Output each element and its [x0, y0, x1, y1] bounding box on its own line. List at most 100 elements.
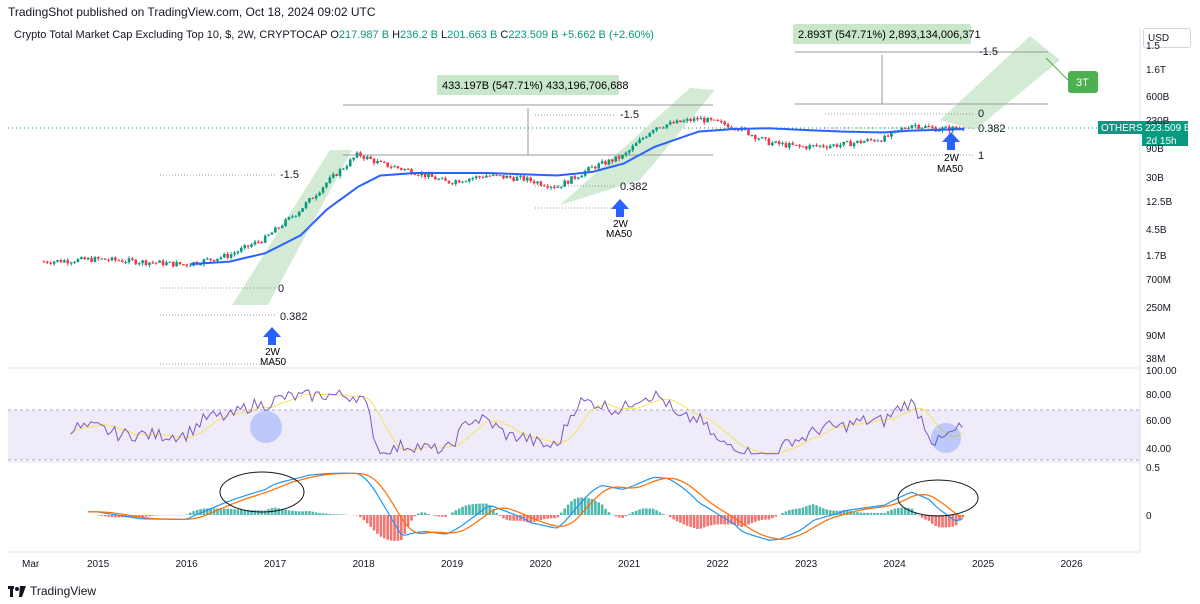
candle-body [580, 175, 584, 178]
macd-histogram-bar [757, 515, 761, 521]
macd-histogram-bar [740, 515, 743, 528]
time-tick-label: 2021 [618, 559, 641, 570]
macd-highlight-1 [219, 471, 305, 513]
macd-histogram-bar [873, 512, 876, 515]
signal-line [88, 472, 964, 540]
macd-tick-label: 0 [1146, 511, 1152, 522]
macd-histogram-bar [624, 515, 628, 517]
candle-body [236, 251, 240, 253]
candle-body [185, 264, 189, 266]
candle-body [314, 195, 318, 199]
candle-body [900, 128, 903, 131]
candle-body [876, 140, 880, 142]
macd-histogram-bar [386, 515, 389, 540]
candle-body [505, 175, 509, 179]
macd-histogram-bar [474, 503, 478, 515]
candle-body [634, 143, 638, 146]
macd-histogram-bar [229, 508, 233, 515]
measure-tool[interactable] [343, 51, 1048, 156]
candle-body [604, 161, 607, 165]
fib-labels: -1.5 0 0.382 -1.5 0.382 -1.5 0 0.382 1 [278, 46, 1006, 323]
candle-body [890, 132, 893, 137]
candle-body [66, 260, 70, 264]
candle-body [318, 192, 321, 196]
macd-histogram-bar [798, 508, 801, 515]
candle-body [474, 176, 478, 178]
close-value: 223.509 B [508, 29, 559, 41]
macd-histogram-bar [934, 515, 938, 527]
macd-histogram-bar [114, 515, 117, 518]
candle-body [454, 180, 458, 184]
time-tick-label: 2016 [176, 559, 199, 570]
macd-histogram-bar [199, 509, 202, 515]
candle-body [56, 260, 59, 262]
macd-histogram-bar [223, 508, 226, 515]
macd-histogram-bar [103, 515, 107, 517]
candle-body [430, 173, 434, 177]
macd-histogram-bar [389, 515, 393, 541]
close-label: C [500, 29, 509, 41]
macd-histogram-bar [651, 508, 655, 515]
price-tick-label: 230B [1146, 116, 1170, 127]
ma-arrow-1[interactable]: 2W MA50 [260, 327, 287, 368]
publish-info: TradingShot published on TradingView.com… [8, 5, 376, 19]
candle-body [148, 262, 151, 265]
macd-histogram-bar [628, 513, 631, 515]
measure-box-2[interactable] [793, 24, 971, 44]
candle-body [594, 166, 597, 169]
ma-label-3b: MA50 [937, 164, 964, 175]
candle-body [471, 177, 475, 179]
measure-box-1[interactable] [437, 75, 619, 95]
candle-body [920, 127, 924, 129]
candle-body [427, 173, 430, 178]
candle-body [308, 198, 311, 203]
candle-body [563, 180, 566, 187]
macd-histogram-bar [372, 515, 376, 531]
macd-histogram-bar [890, 509, 893, 515]
candle-body [927, 125, 931, 127]
candle-body [767, 138, 771, 146]
ma-arrow-3[interactable]: 2W MA50 [937, 132, 964, 175]
candle-body [668, 122, 672, 125]
footer-brand[interactable]: TradingView [8, 584, 96, 598]
macd-histogram-bar [406, 515, 410, 527]
candle-body [859, 140, 863, 143]
candle-body [794, 144, 798, 146]
candle-body [675, 120, 679, 124]
macd-histogram-bar [794, 508, 798, 515]
candle-body [457, 180, 461, 183]
macd-histogram-bar [713, 515, 716, 525]
target-badge[interactable] [1068, 71, 1098, 93]
macd-histogram-bar [811, 504, 815, 515]
candle-body [141, 260, 144, 264]
macd-histogram-bar [869, 512, 873, 515]
macd-histogram-bar [464, 505, 468, 515]
price-tick-label: 12.5B [1146, 197, 1172, 208]
candle-body [209, 258, 212, 260]
target-label: 3T [1076, 77, 1089, 89]
candle-body [355, 152, 359, 158]
macd-histogram-bar [396, 515, 400, 541]
candle-body [692, 118, 696, 121]
candle-body [369, 156, 372, 159]
macd-histogram-bar [525, 515, 529, 523]
candle-body [362, 156, 366, 159]
candle-body [696, 118, 699, 120]
candle-body [862, 141, 866, 143]
macd-histogram-bar [658, 512, 662, 515]
candle-body [243, 245, 247, 248]
macd-histogram-bar [369, 515, 372, 527]
currency-select[interactable]: USD [1143, 28, 1191, 48]
candle-body [202, 259, 206, 265]
macd-histogram-bar [444, 515, 447, 517]
candle-body [617, 156, 621, 159]
macd-histogram-bar [631, 512, 635, 515]
macd-histogram-bar [542, 515, 546, 520]
macd-histogram-bar [961, 515, 965, 518]
symbol-title[interactable]: Crypto Total Market Cap Excluding Top 10… [14, 29, 328, 41]
ma-arrow-2[interactable]: 2W MA50 [606, 199, 633, 240]
macd-histogram-bar [702, 515, 706, 528]
price-badge-symbol: OTHERS [1101, 123, 1143, 134]
candle-body [59, 260, 63, 263]
